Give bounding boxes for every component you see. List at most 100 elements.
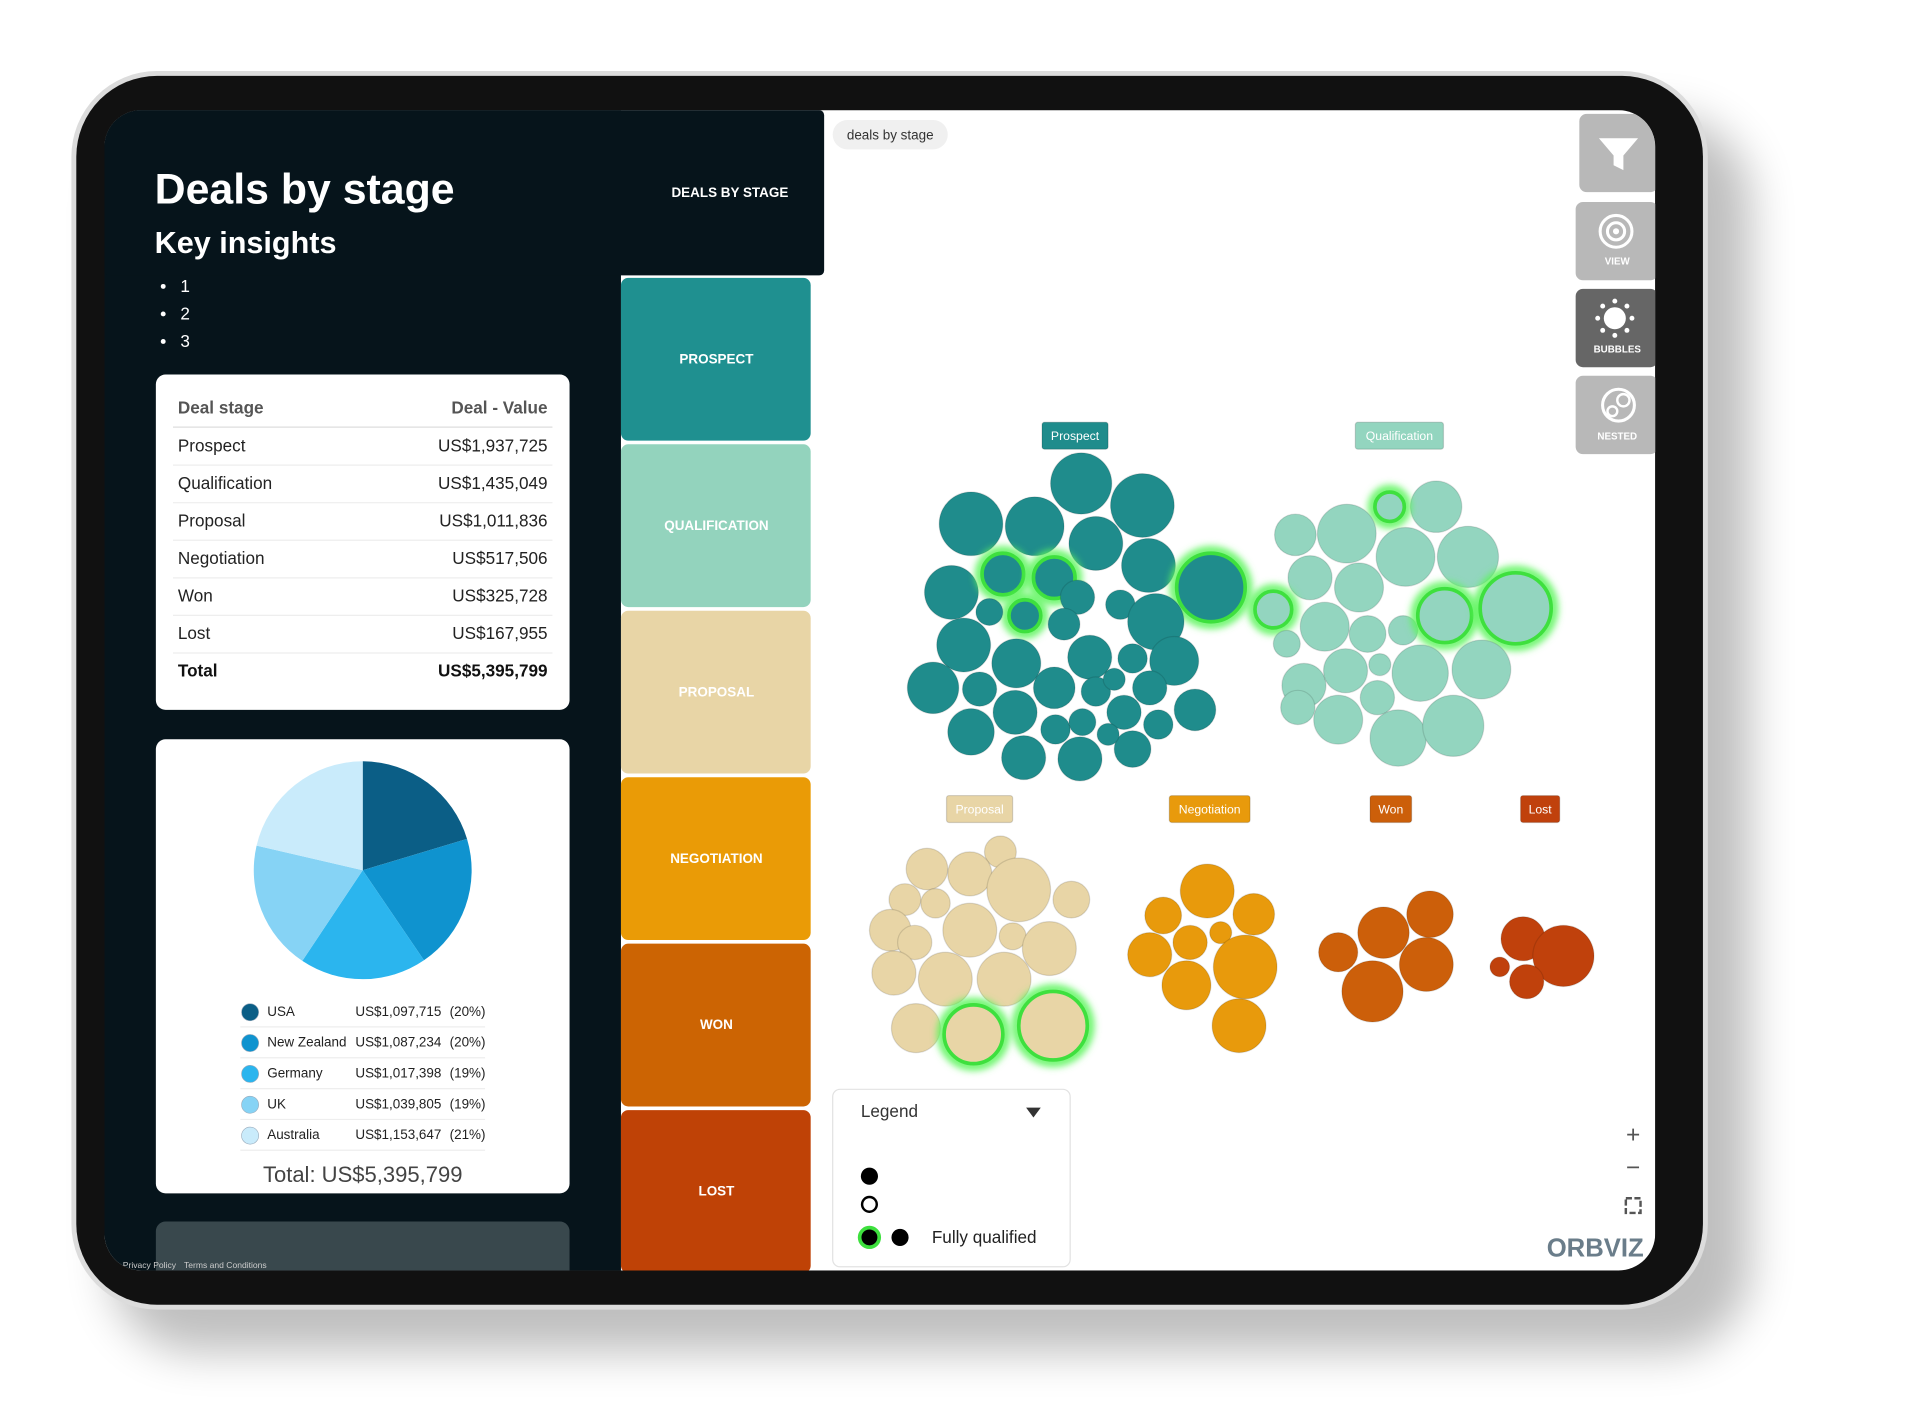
stage-block[interactable] bbox=[620, 444, 811, 608]
toolbar-label[interactable]: VIEW bbox=[1605, 257, 1631, 268]
group-label-bg[interactable] bbox=[945, 794, 1014, 824]
bubble[interactable] bbox=[1299, 601, 1350, 652]
bubble[interactable] bbox=[947, 708, 995, 756]
bubble[interactable] bbox=[1415, 586, 1474, 645]
stage-label[interactable]: PROSPECT bbox=[679, 351, 754, 366]
bubble[interactable] bbox=[1068, 515, 1124, 571]
group-label[interactable]: Lost bbox=[1529, 802, 1553, 816]
bubble[interactable] bbox=[936, 617, 992, 673]
bubble[interactable] bbox=[1096, 722, 1120, 747]
bubble[interactable] bbox=[1341, 960, 1404, 1023]
bubble[interactable] bbox=[1478, 570, 1554, 646]
bubble[interactable] bbox=[1131, 670, 1168, 706]
stage-label[interactable]: PROPOSAL bbox=[679, 684, 755, 699]
bubble[interactable] bbox=[1373, 490, 1407, 524]
stage-label[interactable]: QUALIFICATION bbox=[664, 518, 768, 533]
bubble[interactable] bbox=[1359, 679, 1396, 716]
bubble[interactable] bbox=[1209, 921, 1233, 945]
pie-slice[interactable] bbox=[362, 761, 468, 871]
bubble[interactable] bbox=[1052, 880, 1091, 919]
bubble[interactable] bbox=[1357, 906, 1410, 959]
bubble[interactable] bbox=[961, 671, 998, 707]
bubble[interactable] bbox=[1127, 932, 1173, 978]
bubble[interactable] bbox=[1007, 597, 1043, 634]
group-label[interactable]: Prospect bbox=[1051, 429, 1100, 443]
bubble[interactable] bbox=[1021, 921, 1077, 977]
bubble[interactable] bbox=[1059, 579, 1096, 616]
bubble[interactable] bbox=[942, 1003, 1005, 1066]
bubble[interactable] bbox=[1142, 709, 1174, 740]
bubble[interactable] bbox=[1272, 629, 1301, 658]
bubble[interactable] bbox=[1047, 607, 1081, 641]
bubble[interactable] bbox=[992, 689, 1038, 735]
bubble[interactable] bbox=[1532, 924, 1595, 988]
bubble[interactable] bbox=[1001, 734, 1047, 781]
breadcrumb[interactable]: deals by stage bbox=[847, 127, 934, 142]
bubble[interactable] bbox=[976, 951, 1032, 1007]
bubble[interactable] bbox=[942, 902, 998, 958]
stage-label[interactable]: NEGOTIATION bbox=[670, 851, 762, 866]
bubble[interactable] bbox=[1102, 667, 1126, 691]
bubble[interactable] bbox=[1211, 998, 1267, 1054]
stage-block[interactable] bbox=[620, 1110, 811, 1273]
bubble[interactable] bbox=[1316, 503, 1377, 564]
bubble[interactable] bbox=[938, 491, 1004, 557]
bubble[interactable] bbox=[1179, 863, 1235, 919]
bubble[interactable] bbox=[1422, 694, 1485, 758]
bubble[interactable] bbox=[975, 597, 1004, 627]
bubble[interactable] bbox=[1436, 525, 1500, 589]
bubble[interactable] bbox=[1106, 694, 1142, 731]
bubble[interactable] bbox=[1120, 537, 1177, 594]
stage-block[interactable] bbox=[620, 777, 811, 940]
bubble[interactable] bbox=[1173, 688, 1217, 732]
stage-block[interactable] bbox=[620, 277, 811, 441]
bubble[interactable] bbox=[871, 950, 917, 996]
zoom-in[interactable]: + bbox=[1626, 1121, 1640, 1148]
breadcrumb-pill[interactable] bbox=[832, 119, 948, 150]
bubble[interactable] bbox=[1318, 932, 1359, 973]
group-label-bg[interactable] bbox=[1354, 421, 1445, 450]
tab-label[interactable]: DEALS BY STAGE bbox=[671, 185, 788, 200]
group-label[interactable]: Proposal bbox=[955, 802, 1003, 816]
stage-block[interactable] bbox=[620, 610, 811, 774]
toolbar-label[interactable]: BUBBLES bbox=[1594, 345, 1642, 356]
bubble[interactable] bbox=[1117, 643, 1148, 674]
stage-block[interactable] bbox=[620, 943, 811, 1107]
legend-toggle[interactable] bbox=[1026, 1107, 1041, 1118]
pie-slice[interactable] bbox=[256, 761, 363, 871]
bubble[interactable] bbox=[1322, 648, 1369, 694]
bubble[interactable] bbox=[1369, 709, 1427, 767]
bubble[interactable] bbox=[1406, 890, 1454, 939]
bubble[interactable] bbox=[1489, 956, 1511, 978]
group-label-bg[interactable] bbox=[1168, 794, 1251, 824]
bubble[interactable] bbox=[1113, 730, 1152, 769]
bubble[interactable] bbox=[1144, 896, 1183, 935]
bubble[interactable] bbox=[905, 847, 949, 891]
bubble[interactable] bbox=[1080, 676, 1112, 707]
pie-slice[interactable] bbox=[362, 838, 472, 961]
group-label-bg[interactable] bbox=[1369, 794, 1413, 824]
footer-link[interactable]: Privacy Policy bbox=[123, 1260, 177, 1270]
toolbar-label[interactable]: NESTED bbox=[1597, 432, 1637, 443]
bubble[interactable] bbox=[1368, 652, 1392, 677]
bubble[interactable] bbox=[1508, 963, 1545, 1000]
bubble[interactable] bbox=[1287, 555, 1333, 601]
bubble[interactable] bbox=[1057, 736, 1103, 782]
bubble[interactable] bbox=[1109, 473, 1175, 538]
bubble[interactable] bbox=[1032, 666, 1076, 710]
bubble[interactable] bbox=[1375, 526, 1436, 587]
bubble[interactable] bbox=[920, 887, 951, 919]
bubble[interactable] bbox=[1313, 694, 1364, 745]
bubble[interactable] bbox=[1280, 689, 1316, 726]
legend-title[interactable]: Legend bbox=[861, 1101, 918, 1121]
bubble[interactable] bbox=[991, 638, 1042, 689]
bubble[interactable] bbox=[906, 661, 960, 715]
footer-link[interactable]: Terms and Conditions bbox=[184, 1260, 267, 1270]
bubble[interactable] bbox=[980, 551, 1026, 597]
bubble[interactable] bbox=[1068, 708, 1097, 737]
bubble[interactable] bbox=[1161, 960, 1212, 1011]
bubble[interactable] bbox=[1398, 936, 1454, 993]
bubble[interactable] bbox=[1049, 452, 1113, 515]
bubble[interactable] bbox=[1273, 513, 1317, 557]
bubble[interactable] bbox=[890, 1003, 942, 1054]
